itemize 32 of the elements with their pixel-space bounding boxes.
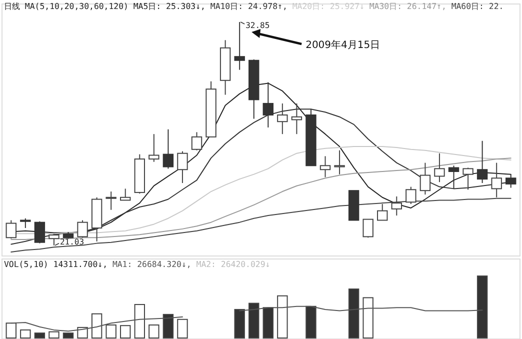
bar xyxy=(476,276,488,338)
bar xyxy=(148,324,160,338)
bar xyxy=(6,322,16,338)
text: MA1: 26684.320↓, xyxy=(112,259,196,269)
bar xyxy=(262,307,274,338)
annotation: 21.03 xyxy=(60,237,84,246)
bar xyxy=(348,288,360,338)
text: MA5日: 25.303↓, xyxy=(133,1,210,11)
bar xyxy=(106,324,116,338)
bar xyxy=(48,331,60,338)
chart-title: 日线 MA(5,10,20,30,60,120) xyxy=(4,1,134,11)
bar xyxy=(234,308,245,338)
bar xyxy=(62,332,74,338)
bar xyxy=(120,325,131,338)
annotation: 32.85 xyxy=(246,21,270,30)
bar xyxy=(34,332,46,338)
bar xyxy=(20,329,31,338)
bar xyxy=(248,302,260,338)
bar xyxy=(134,304,145,338)
chart-title: VOL(5,10) 14311.700↓, xyxy=(4,259,112,269)
bar xyxy=(277,295,288,338)
bar xyxy=(177,318,188,338)
bar xyxy=(162,314,174,338)
text: MA30日: 26.147↑, xyxy=(369,1,452,11)
bar xyxy=(77,326,88,338)
text: MA2: 26420.029↓ xyxy=(196,259,270,269)
text: MA10日: 24.978↑, xyxy=(210,1,292,11)
bar xyxy=(91,313,102,338)
text: MA60日: 22. xyxy=(451,1,504,11)
bar xyxy=(306,306,316,338)
bar xyxy=(362,297,374,338)
annotation: 2009年4月15日 xyxy=(306,39,380,51)
